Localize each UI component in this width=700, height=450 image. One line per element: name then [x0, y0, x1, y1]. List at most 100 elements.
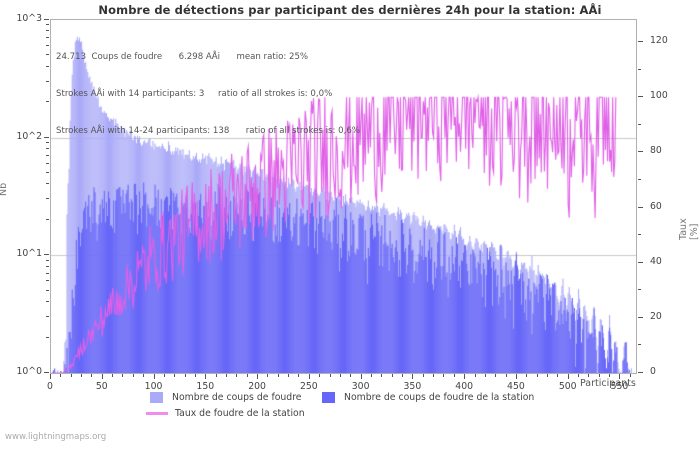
x-minor-tick: [277, 374, 279, 377]
x-tick: [412, 374, 414, 379]
y-right-minor-tick: [638, 289, 641, 291]
x-tick: [257, 374, 259, 379]
x-minor-tick: [526, 374, 528, 377]
y-left-minor-tick: [46, 218, 49, 220]
x-minor-tick: [163, 374, 165, 377]
x-minor-tick: [370, 374, 372, 377]
y-left-tick-label: 10^3: [16, 13, 42, 24]
x-tick-label: 50: [95, 381, 108, 392]
x-tick-label: 100: [144, 381, 163, 392]
y-left-minor-tick: [46, 101, 49, 103]
x-minor-tick: [339, 374, 341, 377]
x-minor-tick: [381, 374, 383, 377]
x-minor-tick: [70, 374, 72, 377]
x-minor-tick: [91, 374, 93, 377]
y-left-minor-tick: [46, 80, 49, 82]
y-left-minor-tick: [46, 24, 49, 26]
x-minor-tick: [546, 374, 548, 377]
x-minor-tick: [174, 374, 176, 377]
y-left-minor-tick: [46, 315, 49, 317]
x-tick: [153, 374, 155, 379]
plot-area: [50, 19, 637, 374]
y-right-tick-label: 100: [650, 90, 668, 102]
x-tick-label: 500: [558, 381, 577, 392]
y-right-tick: [638, 96, 643, 98]
y-left-minor-tick: [46, 45, 49, 47]
x-minor-tick: [226, 374, 228, 377]
x-minor-tick: [609, 374, 611, 377]
legend-swatch: [322, 392, 335, 403]
x-tick: [205, 374, 207, 379]
y-right-tick-label: 120: [650, 35, 668, 47]
watermark: www.lightningmaps.org: [5, 432, 107, 442]
x-minor-tick: [443, 374, 445, 377]
legend-item[interactable]: Nombre de coups de foudre de la station: [322, 392, 534, 403]
x-tick: [619, 374, 621, 379]
y-right-tick: [638, 372, 643, 373]
x-minor-tick: [246, 374, 248, 377]
legend-item[interactable]: Nombre de coups de foudre: [150, 392, 302, 403]
y-left-tick: [44, 136, 49, 138]
y-right-tick: [638, 316, 643, 318]
y-left-minor-tick: [46, 30, 49, 32]
y-right-tick-label: 40: [650, 255, 662, 267]
x-tick-label: 450: [507, 381, 525, 392]
y-right-tick: [638, 261, 643, 263]
y-right-tick: [638, 151, 643, 153]
x-minor-tick: [578, 374, 580, 377]
plot-canvas: [51, 20, 636, 373]
page-title: Nombre de détections par participant des…: [98, 3, 602, 17]
x-minor-tick: [422, 374, 424, 377]
x-tick: [308, 374, 310, 379]
y-left-minor-tick: [46, 272, 49, 274]
x-minor-tick: [433, 374, 435, 377]
y-left-minor-tick: [46, 65, 49, 67]
legend-label: Taux de foudre de la station: [175, 408, 305, 419]
legend-label: Nombre de coups de foudre de la station: [344, 392, 535, 403]
x-tick: [360, 374, 362, 379]
x-tick-label: 550: [610, 381, 629, 392]
y-left-minor-tick: [46, 162, 49, 164]
y-left-minor-tick: [46, 280, 49, 282]
y-left-minor-tick: [46, 37, 49, 39]
legend-swatch: [150, 392, 163, 403]
x-minor-tick: [629, 374, 631, 377]
x-minor-tick: [298, 374, 300, 377]
x-tick-label: 250: [299, 381, 318, 392]
x-minor-tick: [329, 374, 331, 377]
x-tick-label: 200: [248, 381, 266, 392]
y-left-tick: [44, 19, 49, 20]
legend-label: Nombre de coups de foudre: [172, 392, 302, 403]
x-minor-tick: [112, 374, 114, 377]
x-tick: [50, 374, 51, 379]
y-right-tick: [638, 206, 643, 208]
x-tick-label: 400: [455, 381, 474, 392]
annotation-block: 24.713 Coups de foudre 6.298 AÅi mean ra…: [56, 26, 616, 162]
y-axis-left-label: Nb: [0, 182, 9, 196]
y-left-minor-tick: [46, 172, 49, 174]
y-left-tick: [44, 254, 49, 256]
x-tick: [567, 374, 569, 379]
x-minor-tick: [391, 374, 393, 377]
legend-item[interactable]: Taux de foudre de la station: [146, 408, 305, 419]
x-minor-tick: [495, 374, 497, 377]
y-right-minor-tick: [638, 68, 641, 70]
y-right-minor-tick: [638, 234, 641, 236]
annotation-line-2: Strokes AÅi with 14 participants: 3 rati…: [56, 89, 333, 100]
y-left-minor-tick: [46, 336, 49, 338]
x-minor-tick: [474, 374, 476, 377]
y-left-minor-tick: [46, 259, 49, 261]
y-left-minor-tick: [46, 289, 49, 291]
annotation-line-3: Strokes AÅi with 14-24 participants: 138…: [56, 126, 360, 137]
x-minor-tick: [319, 374, 321, 377]
y-left-minor-tick: [46, 301, 49, 303]
x-tick: [464, 374, 466, 379]
x-minor-tick: [505, 374, 507, 377]
x-minor-tick: [453, 374, 455, 377]
y-right-minor-tick: [638, 123, 641, 125]
x-minor-tick: [350, 374, 352, 377]
x-minor-tick: [236, 374, 238, 377]
x-tick: [515, 374, 517, 379]
x-minor-tick: [215, 374, 217, 377]
